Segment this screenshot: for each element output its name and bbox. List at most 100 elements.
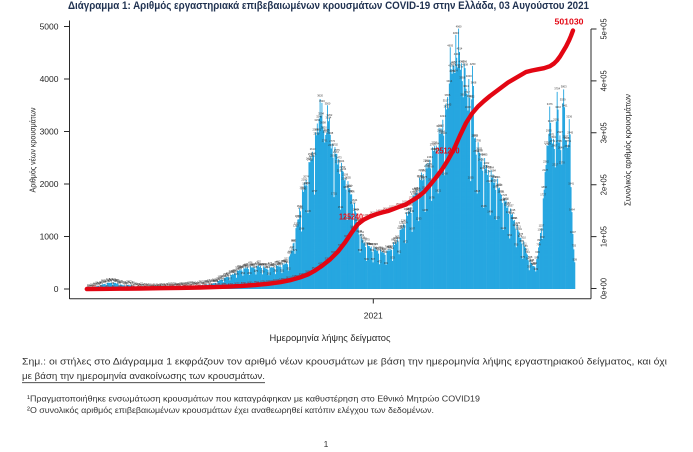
svg-text:301: 301 <box>280 268 285 272</box>
svg-text:4114: 4114 <box>452 68 458 72</box>
svg-text:904: 904 <box>396 236 401 240</box>
svg-text:393: 393 <box>272 265 277 269</box>
svg-text:2294: 2294 <box>483 164 489 168</box>
svg-text:2870: 2870 <box>472 134 478 138</box>
svg-text:2722: 2722 <box>432 141 438 145</box>
svg-text:4605: 4605 <box>447 43 453 47</box>
svg-text:215: 215 <box>223 272 228 276</box>
svg-text:51: 51 <box>184 282 187 286</box>
svg-text:40: 40 <box>135 281 138 285</box>
svg-text:38: 38 <box>173 283 176 287</box>
svg-text:1480: 1480 <box>353 207 359 211</box>
svg-text:4296: 4296 <box>461 60 467 64</box>
svg-text:38: 38 <box>189 283 192 287</box>
svg-text:821: 821 <box>366 241 371 245</box>
svg-text:74: 74 <box>197 280 200 284</box>
svg-text:252: 252 <box>241 271 246 275</box>
svg-text:34: 34 <box>138 282 141 286</box>
svg-text:1: 1 <box>324 439 329 449</box>
svg-text:3098: 3098 <box>320 121 326 125</box>
svg-text:83: 83 <box>206 281 209 285</box>
svg-text:49: 49 <box>185 281 188 285</box>
svg-text:2791: 2791 <box>322 139 328 143</box>
svg-text:636: 636 <box>535 250 540 254</box>
svg-text:60: 60 <box>191 281 194 285</box>
svg-text:105: 105 <box>114 278 119 282</box>
svg-text:1791: 1791 <box>499 189 505 193</box>
svg-text:1664: 1664 <box>502 197 508 201</box>
svg-text:72: 72 <box>128 281 131 285</box>
svg-text:2236: 2236 <box>340 167 346 171</box>
svg-text:2630: 2630 <box>431 147 437 151</box>
svg-text:910: 910 <box>522 236 527 240</box>
svg-text:5000: 5000 <box>40 22 59 32</box>
svg-text:4e+05: 4e+05 <box>599 70 609 91</box>
svg-text:1797: 1797 <box>312 189 318 193</box>
svg-text:44: 44 <box>177 282 180 286</box>
svg-text:2771: 2771 <box>550 139 556 143</box>
svg-text:81: 81 <box>125 281 128 285</box>
svg-text:2109: 2109 <box>342 173 348 177</box>
svg-text:2964: 2964 <box>439 130 445 134</box>
svg-text:82: 82 <box>204 279 207 283</box>
svg-text:3416: 3416 <box>555 105 561 109</box>
svg-text:403: 403 <box>251 262 256 266</box>
svg-text:1546: 1546 <box>481 204 487 208</box>
svg-text:2101: 2101 <box>495 175 501 179</box>
svg-text:2120: 2120 <box>417 174 423 178</box>
svg-text:3445: 3445 <box>446 103 452 107</box>
svg-text:1293: 1293 <box>416 216 422 220</box>
svg-text:3803: 3803 <box>561 85 567 89</box>
svg-text:2675: 2675 <box>328 143 334 147</box>
svg-text:409: 409 <box>249 263 254 267</box>
svg-text:25: 25 <box>143 282 146 286</box>
svg-text:1893: 1893 <box>343 185 349 189</box>
svg-text:4250: 4250 <box>470 62 476 66</box>
svg-text:838: 838 <box>392 241 397 245</box>
svg-text:Σημ.: οι στήλες στο Διάγραμμα: Σημ.: οι στήλες στο Διάγραμμα 1 εκφράζου… <box>22 357 667 368</box>
svg-text:23: 23 <box>137 282 140 286</box>
svg-text:888: 888 <box>391 238 396 242</box>
svg-text:172: 172 <box>218 274 223 278</box>
svg-text:1432: 1432 <box>506 210 512 214</box>
svg-text:71: 71 <box>201 280 204 284</box>
svg-text:2572: 2572 <box>333 150 339 154</box>
svg-text:36: 36 <box>175 283 178 287</box>
svg-text:797: 797 <box>363 242 368 246</box>
svg-text:417: 417 <box>252 262 257 266</box>
svg-text:1124: 1124 <box>500 226 506 230</box>
svg-text:2370: 2370 <box>559 161 565 165</box>
svg-text:2702: 2702 <box>332 142 338 146</box>
svg-text:2401: 2401 <box>425 159 431 163</box>
svg-text:124: 124 <box>112 277 117 281</box>
svg-text:19: 19 <box>155 283 158 287</box>
svg-text:1560: 1560 <box>407 202 413 206</box>
svg-text:4260: 4260 <box>450 61 456 65</box>
svg-text:575: 575 <box>521 255 526 259</box>
svg-text:1916: 1916 <box>346 184 352 188</box>
svg-text:116: 116 <box>214 279 219 283</box>
svg-text:2613: 2613 <box>310 147 316 151</box>
svg-text:501030: 501030 <box>555 18 585 27</box>
svg-text:2298: 2298 <box>428 165 434 169</box>
svg-text:με βάση την ημερομηνία ανακοίν: με βάση την ημερομηνία ανακοίνωσης των κ… <box>22 371 265 382</box>
svg-text:744: 744 <box>390 246 395 250</box>
svg-text:897: 897 <box>537 238 542 242</box>
svg-text:452: 452 <box>276 260 281 264</box>
svg-text:2955: 2955 <box>437 128 443 132</box>
svg-text:1822: 1822 <box>413 189 419 193</box>
svg-text:494: 494 <box>281 259 286 263</box>
svg-text:1613: 1613 <box>350 200 356 204</box>
svg-text:1047: 1047 <box>570 230 576 234</box>
svg-text:2465: 2465 <box>309 154 315 158</box>
svg-text:104: 104 <box>209 278 214 282</box>
svg-text:3152: 3152 <box>314 118 320 122</box>
svg-text:1640: 1640 <box>499 198 505 202</box>
svg-text:125240: 125240 <box>339 213 363 222</box>
svg-text:1395: 1395 <box>405 211 411 215</box>
svg-text:1207: 1207 <box>294 222 300 226</box>
svg-text:1449: 1449 <box>408 209 414 213</box>
svg-text:933: 933 <box>361 235 366 239</box>
svg-text:3072: 3072 <box>436 124 442 128</box>
svg-text:66: 66 <box>194 281 197 285</box>
